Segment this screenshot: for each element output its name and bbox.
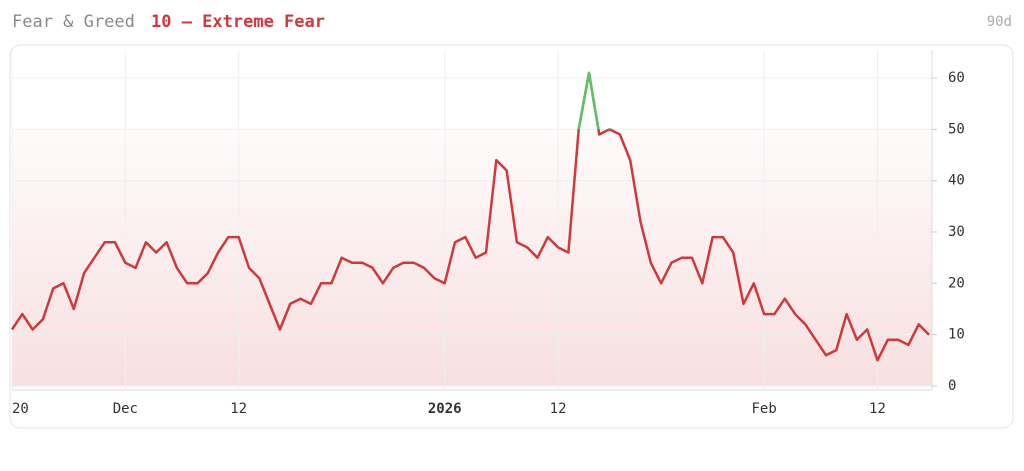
x-tick-label: Dec <box>113 401 138 417</box>
x-tick-label: 12 <box>230 401 247 417</box>
x-tick-label: Feb <box>751 401 776 417</box>
y-tick-label: 40 <box>948 173 965 189</box>
y-tick-label: 20 <box>948 275 965 291</box>
shade-band <box>12 129 932 387</box>
chart-subtitle: 10 — Extreme Fear <box>151 12 325 32</box>
panel <box>9 44 1014 429</box>
y-tick-label: 60 <box>948 70 965 86</box>
y-tick-label: 0 <box>948 378 956 394</box>
range-label: 90d <box>987 14 1012 30</box>
y-tick-label: 30 <box>948 224 965 240</box>
x-tick-label: 12 <box>869 401 886 417</box>
x-tick-label: 12 <box>550 401 567 417</box>
y-tick-label: 50 <box>948 121 965 137</box>
x-tick-label: 2026 <box>428 401 462 417</box>
x-tick-label: 20 <box>12 401 29 417</box>
y-tick-label: 10 <box>948 327 965 343</box>
series-line <box>10 71 930 362</box>
chart-title: Fear & Greed <box>12 12 135 32</box>
